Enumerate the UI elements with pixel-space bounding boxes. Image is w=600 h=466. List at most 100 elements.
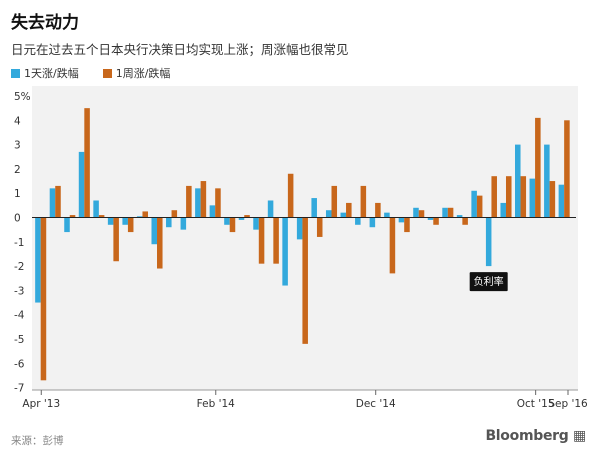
bar-week: [142, 211, 148, 218]
bar-day: [296, 217, 303, 240]
y-tick-label: -7: [14, 383, 24, 395]
bar-day: [93, 200, 99, 218]
bar-day: [442, 207, 448, 218]
bar-week: [404, 217, 410, 233]
bar-week: [215, 188, 221, 218]
bar-week: [375, 202, 381, 218]
bar-week: [69, 215, 76, 218]
y-tick-label: 0: [14, 213, 21, 225]
bar-week: [200, 181, 207, 218]
chart-title: 失去动力: [11, 13, 79, 33]
bar-week: [520, 176, 527, 218]
bar-day: [166, 217, 172, 228]
bar-week: [316, 217, 323, 237]
x-tick-label: Dec '14: [356, 398, 396, 410]
y-tick-label: -6: [14, 358, 25, 370]
bar-day: [456, 215, 463, 218]
bar-week: [331, 185, 338, 218]
bar-day: [369, 217, 376, 228]
bar-day: [64, 217, 70, 233]
bar-week: [491, 176, 497, 218]
source-note: 来源：彭博: [11, 435, 64, 447]
bar-day: [544, 144, 550, 218]
legend-label-week: 1周涨/跌幅: [115, 67, 171, 80]
bar-week: [229, 217, 236, 233]
bar-day: [340, 212, 347, 218]
y-tick-label: -2: [14, 261, 24, 273]
bar-day: [413, 207, 419, 218]
bar-week: [287, 173, 294, 218]
bar-day: [529, 178, 536, 218]
bar-week: [84, 108, 90, 218]
bar-week: [447, 207, 454, 218]
legend: 1天涨/跌幅 1周涨/跌幅: [11, 65, 194, 81]
bar-week: [476, 195, 483, 218]
y-tick-label: -5: [14, 334, 24, 346]
bar-week: [360, 185, 367, 218]
bar-week: [40, 217, 47, 381]
brand-name: Bloomberg: [485, 428, 569, 444]
y-tick-label-top: 5%: [14, 91, 31, 103]
bar-day: [107, 217, 114, 225]
bar-week: [418, 210, 425, 218]
bar-week: [98, 215, 105, 218]
bar-week: [433, 217, 439, 225]
bar-week: [389, 217, 396, 274]
bar-day: [195, 188, 201, 218]
y-tick-label: -4: [14, 310, 25, 322]
bar-week: [127, 217, 134, 233]
x-tick-label: Apr '13: [22, 398, 60, 410]
bar-week: [244, 215, 250, 218]
bar-week: [55, 185, 61, 218]
bar-day: [282, 217, 288, 286]
bar-day: [136, 216, 143, 218]
bar-day: [267, 200, 274, 218]
bar-week: [549, 181, 556, 218]
legend-swatch-week: [102, 68, 112, 78]
bar-day: [49, 188, 56, 218]
bar-day: [427, 217, 434, 220]
y-tick-label: 1: [14, 188, 21, 200]
annotation-box: [469, 272, 508, 292]
bar-day: [35, 217, 41, 303]
x-tick-label: Feb '14: [197, 398, 235, 410]
bar-day: [180, 217, 187, 230]
legend-item-week: 1周涨/跌幅: [102, 65, 171, 81]
bar-day: [238, 217, 245, 220]
x-tick-label: Sep '16: [548, 398, 588, 410]
brand-logo: Bloomberg ▦: [485, 428, 586, 444]
y-tick-label: 4: [14, 115, 21, 127]
y-tick-label: -1: [14, 237, 24, 249]
bar-week: [535, 117, 541, 218]
legend-label-day: 1天涨/跌幅: [24, 67, 79, 80]
legend-swatch-day: [11, 68, 20, 78]
y-tick-label: 3: [14, 140, 21, 152]
bar-day: [151, 217, 158, 245]
bar-week: [171, 210, 178, 218]
bar-day: [384, 212, 390, 218]
bar-day: [78, 151, 85, 218]
y-tick-label: -3: [14, 285, 24, 297]
bar-day: [485, 217, 492, 267]
bar-week: [273, 217, 279, 264]
bar-week: [113, 217, 119, 262]
bar-week: [505, 176, 512, 218]
legend-item-day: 1天涨/跌幅: [11, 65, 79, 81]
bar-week: [462, 217, 468, 225]
x-tick-label: Oct '15: [517, 398, 555, 410]
bar-day: [209, 205, 216, 218]
bloomberg-terminal-icon: ▦: [568, 428, 586, 444]
bar-week: [302, 217, 308, 344]
bar-week: [186, 185, 192, 218]
bar-day: [122, 217, 128, 225]
bar-day: [515, 144, 521, 218]
bar-day: [311, 198, 317, 218]
bar-day: [500, 202, 506, 218]
y-tick-label: 2: [14, 164, 21, 176]
bar-day: [558, 184, 565, 218]
bar-day: [471, 190, 477, 218]
bar-week: [258, 217, 265, 264]
bar-week: [564, 120, 570, 218]
bar-day: [325, 210, 332, 218]
